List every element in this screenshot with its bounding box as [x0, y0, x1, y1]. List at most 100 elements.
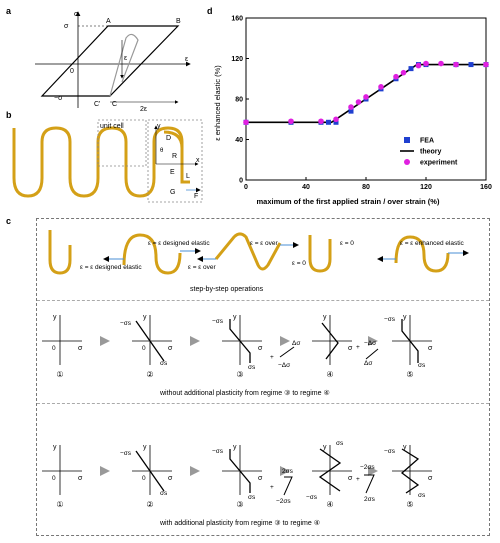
panel-label-a: a: [6, 6, 12, 16]
c-step-arrow: [190, 336, 200, 346]
a-label-B: B: [176, 18, 181, 25]
c-label-sigmas: σs: [418, 492, 426, 499]
chart-point-experiment: [400, 69, 407, 76]
c-wire-3: [214, 232, 282, 271]
chart-point-experiment: [378, 84, 384, 90]
c-stress-line: [135, 320, 165, 362]
b-label-R: R: [172, 153, 177, 160]
panel-label-c: c: [6, 216, 12, 226]
a-label-C: C: [112, 101, 117, 108]
panel-b-serpentine: unit cell y D R E L G F x θ: [12, 119, 203, 203]
c-label-deltasigma: Δσ: [292, 340, 300, 347]
c-label-y: y: [53, 314, 57, 321]
chart-xlabel: maximum of the first applied strain / ov…: [257, 197, 440, 206]
c-step-number: ⑤: [406, 370, 413, 379]
c-label-negsigmas: −σs: [120, 320, 132, 327]
c-stress-step4: [321, 322, 339, 360]
c-label-sigma: σ: [348, 475, 353, 482]
c-label-plus: +: [356, 344, 360, 351]
c-stress-clipped: [229, 449, 251, 493]
c-label-deltasigma: Δσ: [364, 360, 372, 367]
c-label-negsigmas: −σs: [384, 316, 396, 323]
c-row1-caption: without additional plasticity from regim…: [159, 389, 330, 397]
chart-point-experiment: [348, 104, 354, 110]
c-label-negsigmas: −σs: [212, 318, 224, 325]
c-label-sigma: σ: [258, 345, 263, 352]
b-label-F: F: [194, 193, 198, 200]
c-label-plus: +: [270, 354, 274, 361]
c-stress-step5: [400, 448, 420, 494]
chart-point-experiment: [423, 60, 429, 67]
c-step-number: ④: [326, 500, 333, 509]
c-label-sigma: σ: [168, 475, 173, 482]
chart-point-experiment: [355, 99, 362, 105]
c-label-neg2sigmas: −2σs: [276, 498, 291, 505]
c-label-sigma: σ: [78, 475, 83, 482]
chart-point-experiment: [363, 94, 369, 100]
chart-legend-label: theory: [420, 149, 442, 156]
c-label-sigmas: σs: [160, 360, 168, 367]
c-label-sigma: σ: [428, 345, 433, 352]
c-stress-clipped: [229, 319, 251, 363]
chart-point-fea: [333, 119, 339, 125]
b-label-L: L: [186, 173, 190, 180]
a-label-C2: C': [94, 101, 100, 108]
c-label-negsigmas: −σs: [120, 450, 132, 457]
c-label-sigma: σ: [428, 475, 433, 482]
c-step-number: ③: [236, 370, 243, 379]
c-step-number: ⑤: [406, 500, 413, 509]
chart-xtick-label: 40: [302, 184, 310, 191]
c-wire-4: [308, 235, 332, 273]
chart-xtick-label: 160: [480, 184, 492, 191]
chart-point-experiment: [288, 118, 294, 125]
c-label-sigmas: σs: [418, 362, 426, 369]
c-label-sigma: σ: [348, 345, 353, 352]
c-formula-2: ε = ε designed elastic: [148, 240, 210, 247]
chart-point-experiment: [415, 62, 422, 69]
chart-point-fea: [408, 66, 414, 72]
c-label-sigmas: σs: [248, 364, 256, 371]
panel-label-b: b: [6, 110, 12, 120]
c-row2-caption: with additional plasticity from regime ③…: [159, 519, 320, 527]
a-label-epsc: ε: [124, 55, 127, 62]
a-label-eps: ε: [185, 56, 188, 63]
chart-xtick-label: 120: [420, 184, 432, 191]
chart-ylabel: ε enhanced elastic (%): [213, 65, 222, 141]
chart-point-experiment: [393, 73, 399, 80]
chart-legend-marker-experiment: [404, 159, 410, 165]
c-step-caption: step-by-step operations: [190, 286, 264, 293]
c-wire-1: [48, 230, 72, 275]
a-label-negsigmay: −σ: [54, 95, 63, 102]
c-formula-6: ε = 0: [340, 240, 354, 247]
c-label-sigmas: σs: [160, 490, 168, 497]
c-label-negsigmas: −σs: [384, 448, 396, 455]
c-label-2sigmas: 2σs: [364, 496, 376, 503]
c-formula-7: ε = ε enhanced elastic: [400, 240, 465, 247]
panel-c-divider-1: [37, 300, 489, 301]
b-unit-cell-box: [97, 119, 147, 167]
chart-ytick-label: 80: [235, 97, 243, 104]
c-step-number: ①: [56, 370, 63, 379]
c-step-arrow: [280, 336, 290, 346]
c-formula-5: ε = 0: [292, 260, 306, 267]
chart-point-fea: [326, 119, 331, 125]
c-stress-step5: [401, 319, 419, 363]
c-stress-line: [135, 450, 165, 492]
a-label-2epsc: 2ε: [140, 106, 147, 113]
a-label-sigma: σ: [74, 11, 79, 18]
c-stress-step4: [318, 448, 342, 492]
chart-legend-label: experiment: [420, 160, 458, 167]
chart-ytick-label: 120: [231, 56, 243, 63]
b-label-x: x: [196, 157, 200, 164]
c-step-number: ②: [146, 370, 153, 379]
b-label-E: E: [170, 169, 175, 176]
c-step-arrow: [368, 466, 378, 476]
c-label-sigmas: σs: [336, 440, 344, 447]
c-step-number: ①: [56, 500, 63, 509]
c-step-arrow: [100, 466, 110, 476]
c-2sigma-line: [364, 474, 375, 494]
c-step-number: ②: [146, 500, 153, 509]
c-2sigma-line: [283, 476, 293, 496]
chart-series-theory: [246, 63, 486, 124]
chart-point-experiment: [438, 60, 444, 67]
